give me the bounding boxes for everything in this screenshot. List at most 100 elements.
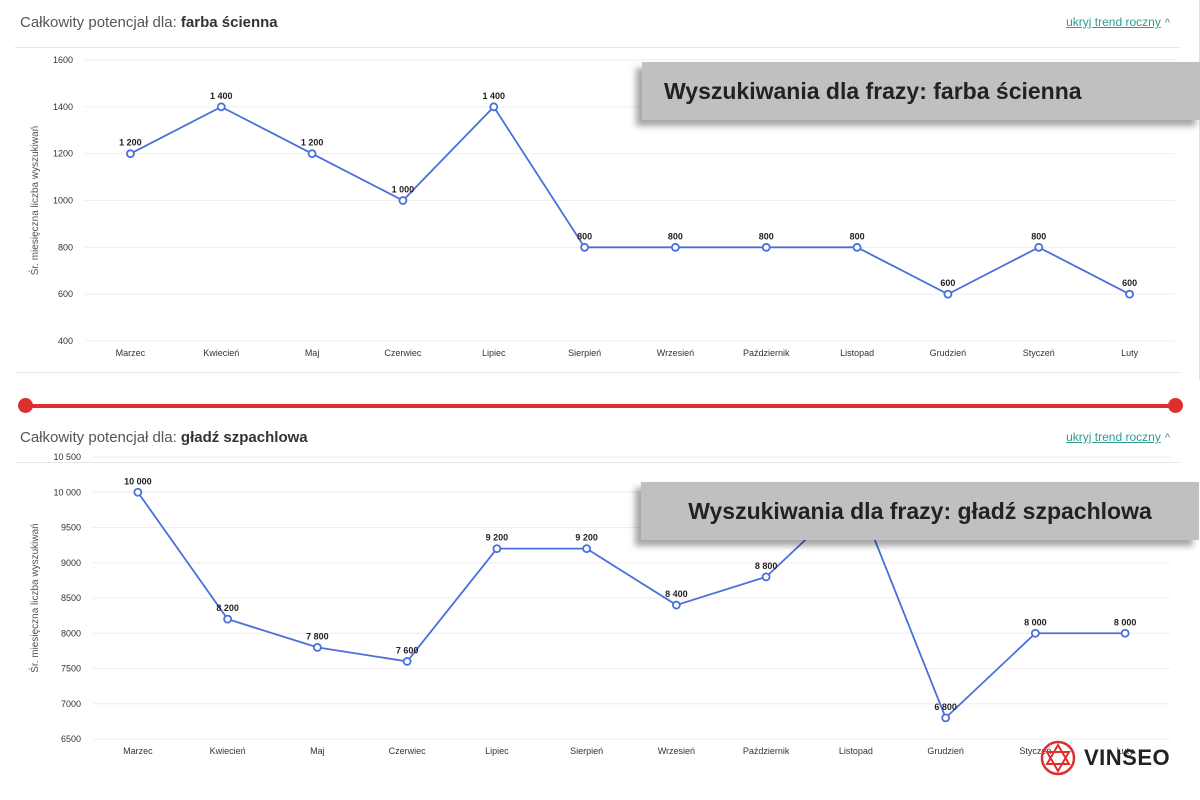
series-line bbox=[130, 105, 1130, 296]
data-point bbox=[761, 572, 771, 582]
data-point bbox=[492, 544, 502, 554]
data-point bbox=[402, 657, 412, 666]
y-tick-label: 800 bbox=[58, 242, 73, 252]
panel-keyword: farba ścienna bbox=[180, 14, 278, 31]
data-point bbox=[1120, 628, 1130, 638]
divider-dot-left bbox=[18, 398, 33, 413]
brand-logo: VINSEO bbox=[1040, 740, 1170, 776]
search-phrase-banner: Wyszukiwania dla frazy: gładź szpachlowa bbox=[641, 482, 1199, 540]
data-label: 8 200 bbox=[216, 603, 239, 613]
hide-trend-link[interactable]: ukryj trend roczny ^ bbox=[1066, 15, 1170, 29]
data-label: 1 200 bbox=[119, 138, 142, 148]
data-point bbox=[761, 242, 771, 252]
x-tick-label: Październik bbox=[743, 348, 790, 358]
data-point bbox=[398, 196, 408, 205]
x-tick-label: Luty bbox=[1121, 348, 1139, 358]
data-point bbox=[1125, 289, 1134, 299]
y-tick-label: 9500 bbox=[61, 523, 81, 533]
x-tick-label: Czerwiec bbox=[384, 348, 422, 358]
data-point bbox=[580, 242, 589, 252]
data-label: 7 800 bbox=[306, 631, 329, 641]
hide-trend-link[interactable]: ukryj trend roczny ^ bbox=[1066, 430, 1170, 444]
data-label: 1 000 bbox=[392, 185, 415, 195]
x-tick-label: Wrzesień bbox=[657, 348, 694, 358]
x-tick-label: Grudzień bbox=[930, 348, 967, 358]
x-tick-label: Grudzień bbox=[927, 746, 964, 756]
y-tick-label: 600 bbox=[58, 289, 73, 299]
x-tick-label: Styczeń bbox=[1023, 348, 1055, 358]
y-tick-label: 8500 bbox=[61, 593, 81, 603]
x-tick-label: Kwiecień bbox=[210, 746, 246, 756]
x-tick-label: Kwiecień bbox=[203, 348, 239, 358]
y-tick-label: 7000 bbox=[61, 699, 81, 709]
y-tick-label: 9000 bbox=[61, 558, 81, 568]
y-tick-label: 10 500 bbox=[53, 452, 81, 462]
data-point bbox=[489, 102, 499, 112]
data-label: 6 800 bbox=[934, 702, 957, 712]
header-divider bbox=[15, 47, 1180, 48]
data-label: 800 bbox=[759, 231, 774, 241]
data-label: 9 200 bbox=[486, 533, 509, 543]
x-tick-label: Marzec bbox=[123, 746, 153, 756]
data-point bbox=[312, 642, 322, 652]
panel-title: Całkowity potencjał dla: gładź szpachlow… bbox=[20, 429, 308, 446]
panel-title-prefix: Całkowity potencjał dla: bbox=[20, 429, 177, 446]
series-line bbox=[137, 490, 1126, 720]
data-label: 10 000 bbox=[124, 476, 152, 486]
data-point bbox=[671, 600, 681, 610]
chevron-up-icon: ^ bbox=[1164, 432, 1170, 444]
y-tick-label: 7500 bbox=[61, 664, 81, 674]
panel-title: Całkowity potencjał dla: farba ścienna bbox=[20, 14, 278, 31]
data-point bbox=[671, 242, 680, 252]
x-tick-label: Wrzesień bbox=[658, 746, 695, 756]
data-label: 1 400 bbox=[482, 91, 505, 101]
y-tick-label: 10 000 bbox=[53, 487, 81, 497]
data-point bbox=[133, 487, 143, 497]
y-tick-label: 8000 bbox=[61, 628, 81, 638]
data-point bbox=[941, 713, 951, 723]
section-divider bbox=[25, 404, 1175, 408]
data-point bbox=[852, 242, 862, 252]
data-point bbox=[126, 149, 135, 159]
data-point bbox=[1034, 242, 1044, 252]
x-tick-label: Marzec bbox=[116, 348, 146, 358]
hide-trend-label: ukryj trend roczny bbox=[1066, 430, 1161, 444]
data-label: 600 bbox=[1122, 278, 1137, 288]
brand-name: VINSEO bbox=[1084, 745, 1171, 770]
data-label: 800 bbox=[668, 231, 683, 241]
y-axis-label: Śr. miesięczna liczba wyszukiwań bbox=[28, 523, 41, 673]
data-label: 8 400 bbox=[665, 589, 688, 599]
x-tick-label: Sierpień bbox=[568, 348, 601, 358]
vinseo-logo-icon bbox=[1040, 740, 1076, 776]
line-chart-gladz: 6500 7000 7500 8000 8500 9000 9500 10 000 10 500… bbox=[28, 452, 1170, 756]
hide-trend-label: ukryj trend roczny bbox=[1066, 15, 1161, 29]
data-label: 7 600 bbox=[396, 645, 419, 655]
data-label: 1 200 bbox=[301, 138, 324, 148]
divider-dot-right bbox=[1168, 398, 1183, 413]
x-tick-label: Sierpień bbox=[570, 746, 603, 756]
y-tick-label: 1200 bbox=[53, 149, 73, 159]
header-divider bbox=[15, 462, 1180, 463]
x-tick-label: Lipiec bbox=[482, 348, 506, 358]
line-chart-farba: 400 600 800 1000 1200 1400 1600 Śr. miesięczna … bbox=[28, 55, 1175, 358]
data-label: 8 000 bbox=[1024, 617, 1047, 627]
y-tick-label: 1000 bbox=[53, 196, 73, 206]
chart-panel-farba: Całkowity potencjał dla: farba ścienna u… bbox=[0, 0, 1200, 390]
data-label: 8 000 bbox=[1114, 617, 1137, 627]
data-label: 9 200 bbox=[575, 533, 598, 543]
x-tick-label: Czerwiec bbox=[389, 746, 427, 756]
y-tick-label: 1400 bbox=[53, 102, 73, 112]
data-point bbox=[1030, 628, 1040, 638]
y-tick-label: 1600 bbox=[53, 55, 73, 65]
chart-panel-gladz: Całkowity potencjał dla: gładź szpachlow… bbox=[0, 415, 1200, 800]
data-point bbox=[307, 149, 317, 159]
data-label: 800 bbox=[1031, 231, 1046, 241]
y-tick-label: 400 bbox=[58, 336, 73, 346]
x-tick-label: Maj bbox=[310, 746, 325, 756]
data-label: 800 bbox=[577, 231, 592, 241]
data-point bbox=[216, 102, 226, 112]
x-tick-label: Listopad bbox=[839, 746, 873, 756]
data-point bbox=[223, 614, 233, 624]
x-tick-label: Październik bbox=[743, 746, 790, 756]
x-tick-label: Maj bbox=[305, 348, 320, 358]
